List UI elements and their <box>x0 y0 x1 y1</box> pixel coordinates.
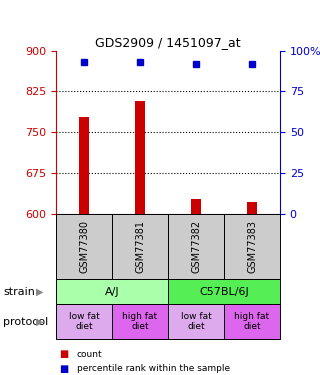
Text: GSM77383: GSM77383 <box>247 220 257 273</box>
Bar <box>168 214 224 279</box>
Bar <box>56 304 112 339</box>
Bar <box>168 279 280 304</box>
Bar <box>247 202 257 214</box>
Bar <box>224 214 280 279</box>
Text: GSM77380: GSM77380 <box>79 220 89 273</box>
Bar <box>56 279 168 304</box>
Text: low fat
diet: low fat diet <box>180 312 212 331</box>
Bar <box>191 199 201 214</box>
Text: percentile rank within the sample: percentile rank within the sample <box>77 364 230 373</box>
Text: ▶: ▶ <box>36 316 44 327</box>
Bar <box>112 304 168 339</box>
Text: A/J: A/J <box>105 286 119 297</box>
Bar <box>112 214 168 279</box>
Text: low fat
diet: low fat diet <box>68 312 100 331</box>
Bar <box>79 117 89 214</box>
Text: count: count <box>77 350 102 358</box>
Bar <box>168 304 224 339</box>
Text: ■: ■ <box>59 364 68 374</box>
Text: high fat
diet: high fat diet <box>123 312 157 331</box>
Bar <box>135 100 145 214</box>
Text: GSM77381: GSM77381 <box>135 220 145 273</box>
Text: protocol: protocol <box>3 316 48 327</box>
Text: ▶: ▶ <box>36 286 44 297</box>
Bar <box>224 304 280 339</box>
Text: GSM77382: GSM77382 <box>191 220 201 273</box>
Bar <box>56 214 112 279</box>
Text: high fat
diet: high fat diet <box>235 312 269 331</box>
Text: strain: strain <box>3 286 35 297</box>
Text: C57BL/6J: C57BL/6J <box>199 286 249 297</box>
Text: ■: ■ <box>59 349 68 359</box>
Title: GDS2909 / 1451097_at: GDS2909 / 1451097_at <box>95 36 241 50</box>
